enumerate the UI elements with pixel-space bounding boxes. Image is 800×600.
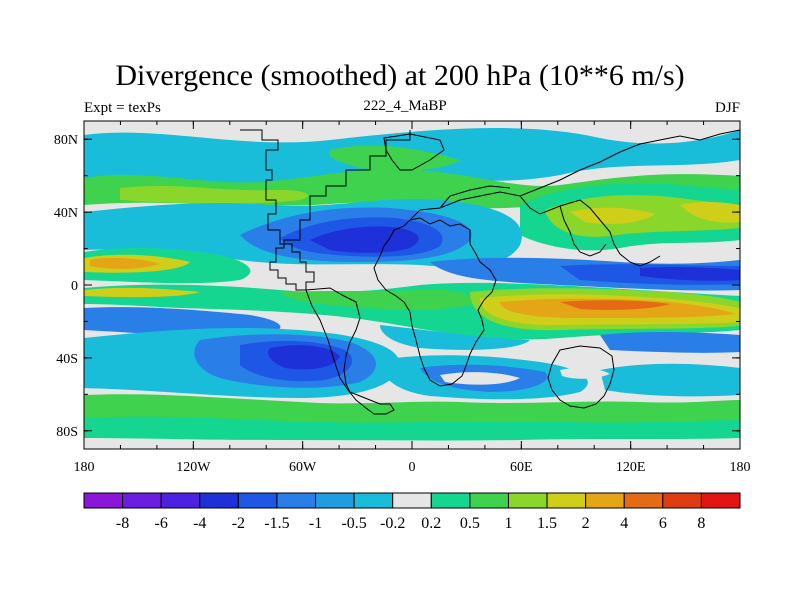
x-tick-label: 60E — [510, 460, 533, 475]
contour-band — [600, 363, 740, 397]
colorbar-label: -4 — [193, 515, 206, 532]
colorbar-label: -1 — [309, 515, 322, 532]
contour-band — [680, 201, 740, 223]
y-tick-label: 40N — [54, 206, 78, 221]
contour-band — [84, 416, 740, 441]
colorbar-label: 4 — [620, 515, 628, 532]
colorbar-label: -0.5 — [341, 515, 366, 532]
coastline-south-america — [305, 287, 395, 415]
y-tick-label: 80N — [54, 133, 78, 148]
contour-band — [640, 267, 740, 281]
contour-band — [570, 207, 655, 224]
contour-band — [440, 372, 520, 385]
colorbar-swatch — [469, 492, 509, 509]
colorbar-label: -1.5 — [264, 515, 289, 532]
colorbar-label: -0.2 — [380, 515, 405, 532]
contour-band — [560, 300, 670, 310]
colorbar-swatch — [160, 492, 201, 509]
colorbar-label: 0.2 — [421, 515, 441, 532]
x-tick-label: 120W — [176, 460, 211, 475]
colorbar-label: 1.5 — [537, 515, 557, 532]
colorbar-label: 1 — [504, 515, 512, 532]
coastline-overlay — [240, 129, 740, 415]
x-tick-label: 120E — [616, 460, 646, 475]
season-label: DJF — [714, 100, 740, 116]
contour-band — [280, 289, 473, 310]
colorbar: -8 -6 -4 -2 -1.5 -1 -0.5 -0.2 0.2 0.5 1 1.5 2 4 6 8 — [83, 492, 741, 532]
y-tick-label: 0 — [71, 279, 78, 294]
experiment-label: Expt = texPs — [84, 100, 161, 116]
contour-band — [90, 257, 160, 269]
x-tick-label: 180 — [730, 460, 751, 475]
colorbar-swatch — [392, 492, 432, 509]
colorbar-label: 0.5 — [460, 515, 480, 532]
colorbar-swatch — [237, 492, 278, 509]
coastline-eurasia — [409, 129, 740, 267]
colorbar-label: 8 — [697, 515, 705, 532]
contour-band — [380, 325, 530, 350]
contour-band — [560, 367, 610, 379]
contour-band — [84, 370, 200, 389]
contour-band — [329, 145, 460, 171]
x-tick-group: 180 120W 60W 0 60E 120E 180 — [74, 121, 751, 475]
colorbar-swatch — [623, 492, 664, 509]
x-tick-label: 180 — [74, 460, 95, 475]
colorbar-swatch — [662, 492, 702, 509]
contour-field — [84, 128, 740, 441]
colorbar-swatch — [700, 492, 741, 509]
contour-band — [310, 226, 419, 253]
colorbar-swatch — [199, 492, 239, 509]
colorbar-swatch — [546, 492, 587, 509]
contour-band — [84, 287, 200, 298]
colorbar-swatch — [353, 492, 394, 509]
colorbar-label: -8 — [116, 515, 129, 532]
contour-band — [268, 345, 340, 370]
colorbar-swatch — [83, 492, 124, 509]
coastline-greenland — [383, 133, 445, 171]
contour-band — [120, 186, 309, 204]
y-tick-label: 40S — [56, 352, 78, 367]
x-tick-label: 0 — [409, 460, 416, 475]
y-tick-label: 80S — [56, 425, 78, 440]
colorbar-label: -2 — [232, 515, 245, 532]
colorbar-swatch — [122, 492, 162, 509]
colorbar-swatch — [430, 492, 471, 509]
y-tick-group: 80N 40N 0 40S 80S — [54, 133, 740, 440]
colorbar-label: -6 — [155, 515, 168, 532]
colorbar-swatch — [585, 492, 625, 509]
coastline-africa-europe — [373, 217, 497, 387]
colorbar-swatch — [507, 492, 548, 509]
case-label: 222_4_MaBP — [363, 98, 447, 114]
colorbar-swatch — [315, 492, 355, 509]
chart-title: Divergence (smoothed) at 200 hPa (10**6 … — [115, 59, 685, 92]
coastline-australia — [547, 345, 615, 409]
contour-band — [600, 331, 740, 353]
colorbar-label: 2 — [582, 515, 590, 532]
colorbar-swatch — [276, 492, 317, 509]
x-tick-label: 60W — [289, 460, 317, 475]
colorbar-label: 6 — [659, 515, 667, 532]
